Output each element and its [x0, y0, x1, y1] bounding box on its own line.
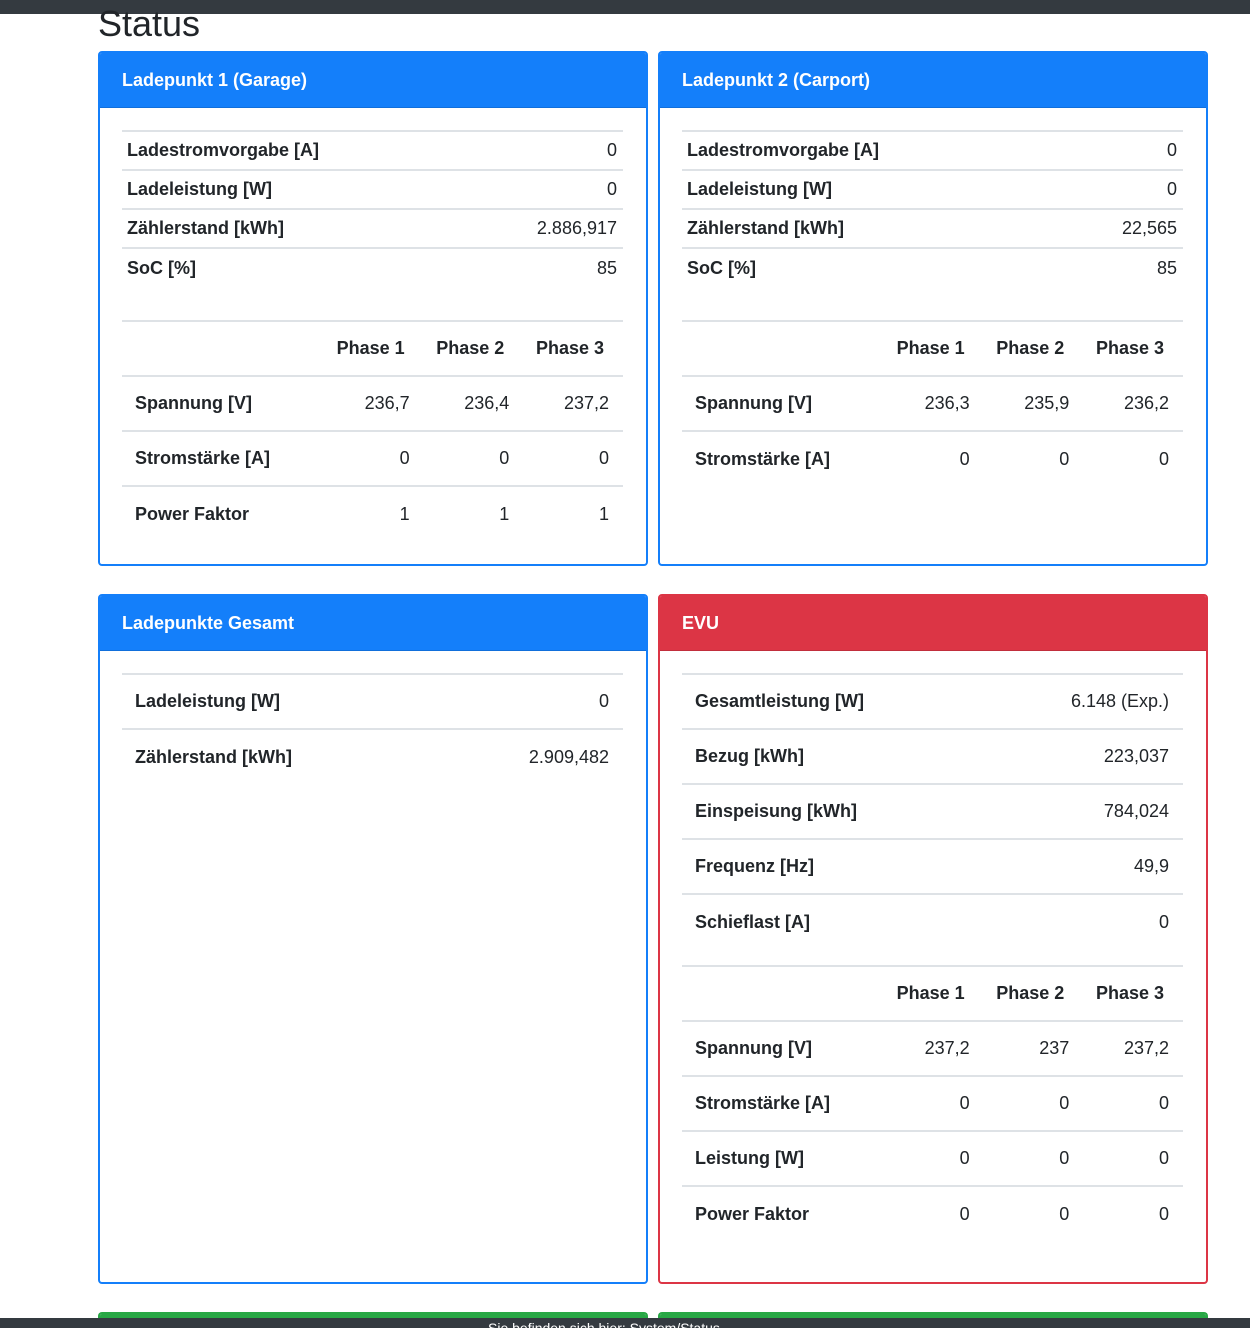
table-row: Spannung [V] 236,7 236,4 237,2 [122, 375, 623, 431]
summary-table: Ladeleistung [W] 0 Zählerstand [kWh] 2.909… [122, 673, 623, 784]
card-ladepunkte-gesamt: Ladepunkte Gesamt Ladeleistung [W] 0 Zähl… [98, 594, 648, 1284]
phase-header: Phase 1 [324, 320, 424, 376]
table-row: Stromstärke [A] 0 0 0 [682, 1075, 1183, 1131]
table-row: Ladeleistung [W] 0 [122, 673, 623, 729]
bottom-footer-bar [0, 1318, 1250, 1328]
phase-table: Phase 1 Phase 2 Phase 3 Spannung [V] 237… [682, 965, 1183, 1241]
summary-table: Gesamtleistung [W] 6.148 (Exp.) Bezug [kW… [682, 673, 1183, 949]
table-row: Frequenz [Hz] 49,9 [682, 838, 1183, 894]
card-header: Ladepunkte Gesamt [100, 596, 646, 651]
card-ladepunkt-2: Ladepunkt 2 (Carport) Ladestromvorgabe [… [658, 51, 1208, 566]
table-row: Power Faktor 0 0 0 [682, 1185, 1183, 1241]
table-row: Zählerstand [kWh] 2.886,917 [122, 208, 623, 248]
page-title: Status [98, 3, 201, 44]
phase-header: Phase 2 [983, 965, 1084, 1021]
phase-header-row: Phase 1 Phase 2 Phase 3 [682, 965, 1183, 1021]
card-evu: EVU Gesamtleistung [W] 6.148 (Exp.) Bezug… [658, 594, 1208, 1284]
table-row: SoC [%] 85 [122, 247, 623, 287]
table-row: Ladeleistung [W] 0 [682, 169, 1183, 209]
phase-header: Phase 2 [983, 320, 1084, 376]
table-row: Gesamtleistung [W] 6.148 (Exp.) [682, 673, 1183, 729]
table-row: Zählerstand [kWh] 2.909,482 [122, 728, 623, 784]
table-row: Spannung [V] 236,3 235,9 236,2 [682, 375, 1183, 431]
card-header: EVU [660, 596, 1206, 651]
table-row: Ladestromvorgabe [A] 0 [122, 130, 623, 170]
table-row: Stromstärke [A] 0 0 0 [122, 430, 623, 486]
table-row: Ladestromvorgabe [A] 0 [682, 130, 1183, 170]
table-row: Bezug [kWh] 223,037 [682, 728, 1183, 784]
table-row: Power Faktor 1 1 1 [122, 485, 623, 541]
table-row: Stromstärke [A] 0 0 0 [682, 430, 1183, 486]
card-header: Ladepunkt 1 (Garage) [100, 53, 646, 108]
table-row: Einspeisung [kWh] 784,024 [682, 783, 1183, 839]
phase-table: Phase 1 Phase 2 Phase 3 Spannung [V] 236… [682, 320, 1183, 486]
footer-breadcrumb: Sie befinden sich hier: System/Status [488, 1320, 720, 1336]
summary-table: Ladestromvorgabe [A] 0 Ladeleistung [W] 0 … [122, 130, 623, 287]
phase-header: Phase 3 [1083, 965, 1183, 1021]
table-row: Ladeleistung [W] 0 [122, 169, 623, 209]
phase-table: Phase 1 Phase 2 Phase 3 Spannung [V] 236… [122, 320, 623, 541]
top-navbar [0, 0, 1250, 14]
phase-header: Phase 1 [884, 965, 984, 1021]
table-row: Leistung [W] 0 0 0 [682, 1130, 1183, 1186]
phase-header: Phase 3 [1083, 320, 1183, 376]
card-header: Ladepunkt 2 (Carport) [660, 53, 1206, 108]
phase-header: Phase 3 [523, 320, 623, 376]
table-row: Schieflast [A] 0 [682, 893, 1183, 949]
phase-header: Phase 2 [423, 320, 524, 376]
phase-header: Phase 1 [884, 320, 984, 376]
card-ladepunkt-1: Ladepunkt 1 (Garage) Ladestromvorgabe [A… [98, 51, 648, 566]
table-row: Zählerstand [kWh] 22,565 [682, 208, 1183, 248]
phase-header-row: Phase 1 Phase 2 Phase 3 [122, 320, 623, 376]
table-row: Spannung [V] 237,2 237 237,2 [682, 1020, 1183, 1076]
summary-table: Ladestromvorgabe [A] 0 Ladeleistung [W] 0 … [682, 130, 1183, 287]
phase-header-row: Phase 1 Phase 2 Phase 3 [682, 320, 1183, 376]
table-row: SoC [%] 85 [682, 247, 1183, 287]
